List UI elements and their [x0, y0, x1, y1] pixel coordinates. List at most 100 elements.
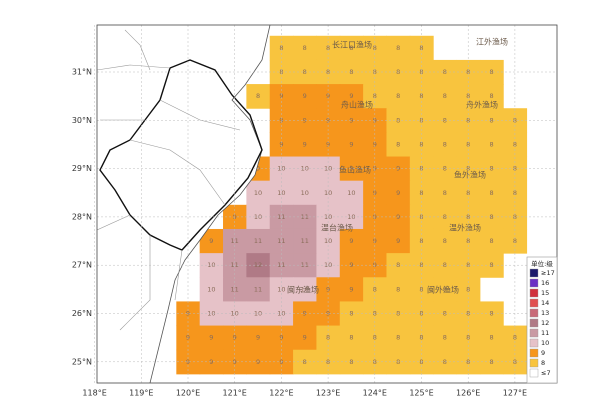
wind-cell: [269, 84, 294, 109]
wind-value: 9: [209, 358, 213, 366]
wind-value: 8: [489, 116, 493, 124]
wind-value: 8: [443, 285, 447, 293]
wind-cell: [293, 132, 317, 158]
wind-value: 8: [279, 44, 283, 52]
legend-swatch: [529, 338, 539, 348]
wind-value: 9: [326, 140, 330, 148]
wind-cell: [269, 132, 294, 158]
wind-cell: [363, 84, 387, 109]
wind-cell: [479, 349, 504, 375]
wind-value: 8: [396, 334, 400, 342]
wind-cell: [293, 277, 317, 302]
axes: 118°E 119°E 120°E 121°E 122°E 123°E 124°E 125°E…: [72, 25, 557, 398]
wind-value: 9: [373, 189, 377, 197]
wind-value: 8: [443, 237, 447, 245]
wind-value: 8: [466, 165, 470, 173]
fishing-ground-label: 闽东渔场: [287, 285, 319, 295]
wind-value: 9: [349, 92, 353, 100]
wind-value: 8: [443, 165, 447, 173]
wind-value: 8: [443, 310, 447, 318]
wind-cell: [479, 253, 504, 278]
wind-value: 8: [349, 44, 353, 52]
wind-value: 9: [396, 189, 400, 197]
wind-value: 10: [254, 189, 262, 197]
land: [97, 25, 271, 383]
wind-value: 8: [443, 334, 447, 342]
wind-value: 8: [349, 310, 353, 318]
wind-value: 8: [489, 68, 493, 76]
wind-cell: [386, 325, 411, 351]
coastline: [149, 25, 271, 383]
wind-cell: [293, 180, 317, 206]
wind-cell: [479, 59, 504, 85]
wind-cell: [339, 132, 364, 158]
wind-cell: [363, 59, 387, 85]
legend-label: 14: [541, 299, 549, 307]
wind-value: 8: [466, 68, 470, 76]
wind-cell: [293, 35, 317, 61]
wind-value: 8: [489, 334, 493, 342]
wind-value: 9: [303, 116, 307, 124]
wind-cell: [433, 277, 458, 302]
wind-cell: [316, 132, 341, 158]
wind-value: 9: [303, 310, 307, 318]
wind-cell: [479, 301, 504, 327]
x-tick-label: 126°E: [456, 389, 480, 398]
wind-cell: [293, 228, 317, 254]
legend-swatch: [529, 348, 539, 358]
wind-value: 8: [489, 165, 493, 173]
wind-value: 10: [347, 189, 355, 197]
wind-value: 9: [326, 92, 330, 100]
x-tick-label: 124°E: [363, 389, 387, 398]
wind-value: 8: [373, 44, 377, 52]
wind-value: 10: [207, 285, 215, 293]
wind-value: 10: [324, 213, 332, 221]
wind-cell: [479, 156, 504, 182]
wind-cell: [433, 228, 458, 254]
wind-cell: [456, 132, 481, 158]
wind-cell: [339, 253, 364, 278]
wind-cell: [479, 228, 504, 254]
wind-cell: [479, 204, 504, 230]
wind-cell: [479, 84, 504, 109]
legend-label: 16: [541, 279, 549, 287]
wind-value: 8: [466, 189, 470, 197]
x-tick-label: 121°E: [223, 389, 247, 398]
wind-cell: [363, 35, 387, 61]
wind-value: 11: [301, 261, 309, 269]
wind-cell: [246, 325, 271, 351]
wind-cell: [199, 277, 224, 302]
wind-value: 9: [349, 165, 353, 173]
legend-swatch: [529, 318, 539, 328]
wind-value: 10: [301, 165, 309, 173]
wind-cell: [433, 84, 458, 109]
wind-cell: [363, 108, 387, 133]
wind-cell: [339, 349, 364, 375]
wind-value: 9: [256, 334, 260, 342]
wind-value: 11: [301, 213, 309, 221]
fishing-ground-label: 温外渔场: [449, 223, 481, 233]
wind-cell: [386, 132, 411, 158]
wind-value: 8: [349, 68, 353, 76]
wind-value: 8: [443, 189, 447, 197]
wind-cell: [479, 325, 504, 351]
wind-value: 8: [303, 68, 307, 76]
x-tick-label: 123°E: [316, 389, 340, 398]
fishing-ground-label: 鱼山渔场: [339, 165, 371, 175]
y-tick-label: 28°N: [72, 212, 92, 221]
wind-value: 8: [466, 116, 470, 124]
wind-value: 8: [326, 68, 330, 76]
wind-cell: [386, 180, 411, 206]
fishing-ground-label: 舟外渔场: [466, 100, 498, 110]
wind-value: 10: [347, 213, 355, 221]
wind-cell: [339, 59, 364, 85]
wind-cell: [246, 180, 271, 206]
land-area: [97, 25, 270, 383]
wind-cell: [316, 156, 341, 182]
legend-label: 12: [541, 319, 549, 327]
wind-cell: [363, 156, 387, 182]
wind-value: 8: [303, 358, 307, 366]
fishing-ground-label: 长江口渔场: [332, 40, 372, 50]
wind-cell: [479, 180, 504, 206]
